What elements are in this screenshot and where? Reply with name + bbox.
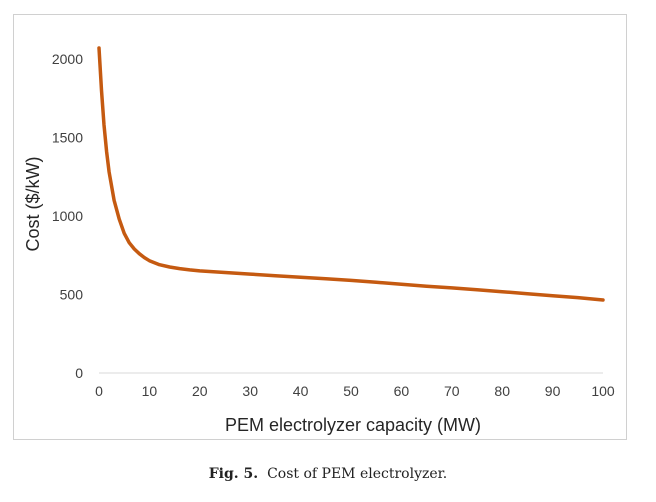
chart-frame (13, 14, 627, 440)
y-tick-label: 2000 (52, 51, 83, 67)
x-tick-label: 80 (494, 383, 510, 399)
y-tick-labels: 0 500 1000 1500 2000 (52, 51, 83, 381)
x-tick-labels: 0 10 20 30 40 50 60 70 80 90 100 (95, 383, 615, 399)
x-tick-label: 100 (591, 383, 615, 399)
y-tick-label: 1500 (52, 130, 83, 146)
x-tick-label: 20 (192, 383, 208, 399)
series-line (97, 46, 605, 302)
x-axis-label: PEM electrolyzer capacity (MW) (225, 415, 481, 435)
caption-text: Cost of PEM electrolyzer. (267, 466, 448, 482)
y-tick-label: 1000 (52, 208, 83, 224)
y-tick-label: 500 (60, 287, 84, 303)
x-tick-label: 10 (142, 383, 158, 399)
x-tick-label: 70 (444, 383, 460, 399)
x-tick-label: 30 (242, 383, 258, 399)
y-tick-label: 0 (75, 365, 83, 381)
x-tick-label: 0 (95, 383, 103, 399)
x-tick-label: 90 (545, 383, 561, 399)
y-axis-label: Cost ($/kW) (23, 156, 43, 251)
figure-caption: Fig. 5. Cost of PEM electrolyzer. (0, 466, 656, 482)
x-tick-label: 50 (343, 383, 359, 399)
caption-label: Fig. 5. (208, 466, 259, 482)
x-tick-label: 40 (293, 383, 309, 399)
x-tick-label: 60 (394, 383, 410, 399)
